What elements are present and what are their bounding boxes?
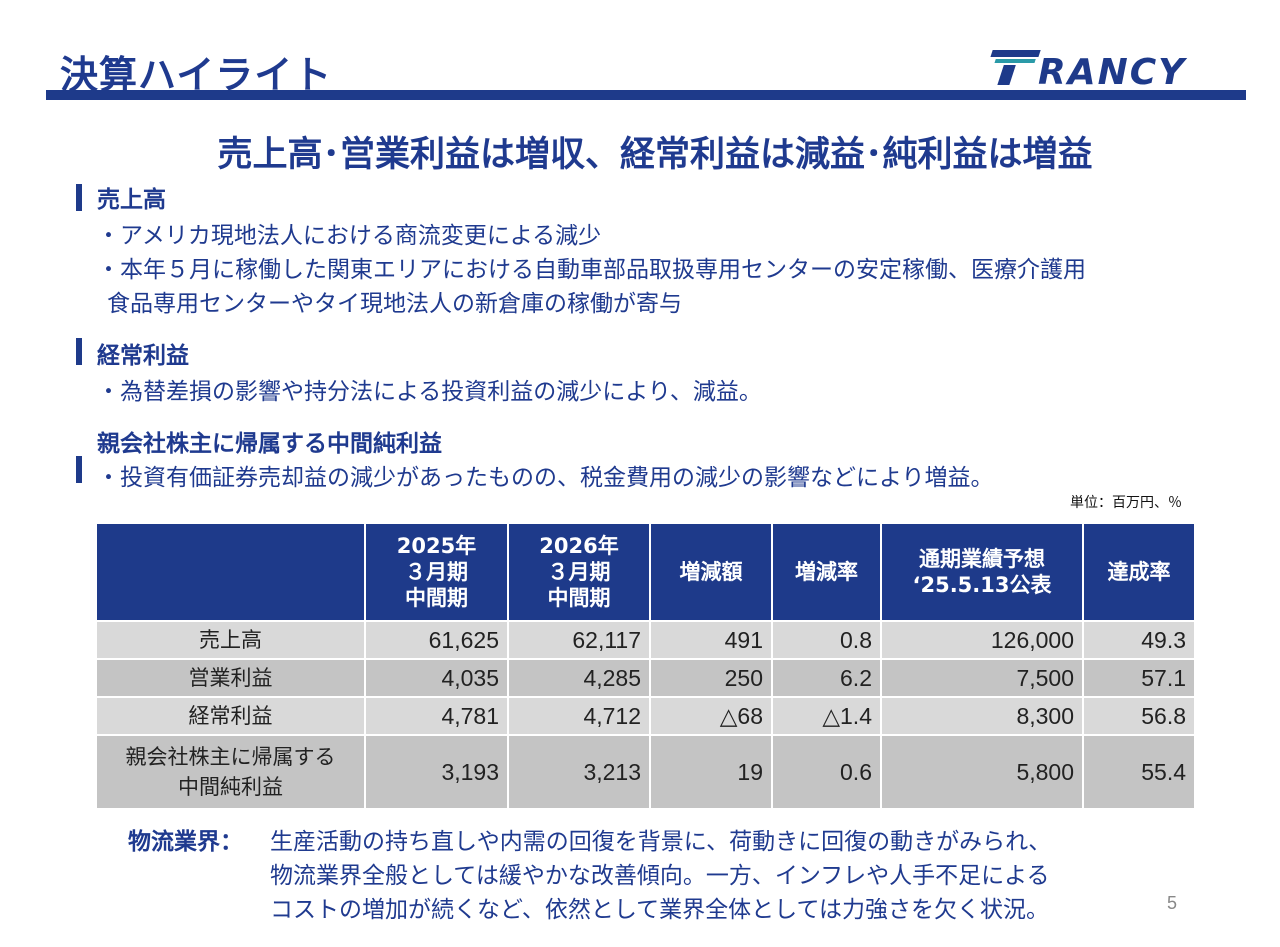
bullet-sales-1: ・アメリカ現地法人における商流変更による減少 bbox=[97, 223, 602, 249]
header-cell-achievement: 達成率 bbox=[1082, 522, 1196, 622]
company-logo: RANCY bbox=[990, 50, 1188, 88]
header-cell-fy2026: 2026年 ３月期 中間期 bbox=[507, 522, 651, 622]
table-cell: 49.3 bbox=[1082, 620, 1196, 660]
page-title: 決算ハイライト bbox=[60, 53, 333, 97]
footer-line: 物流業界全般としては緩やかな改善傾向。一方、インフレや人手不足による bbox=[270, 863, 1050, 889]
page-number: 5 bbox=[1167, 893, 1178, 913]
table-cell: 56.8 bbox=[1082, 696, 1196, 736]
table-row: 売上高 61,625 62,117 491 0.8 126,000 49.3 bbox=[95, 620, 1196, 660]
table-cell: 4,712 bbox=[507, 696, 651, 736]
table-cell: 491 bbox=[649, 620, 773, 660]
header-cell-change-amount: 増減額 bbox=[649, 522, 773, 622]
table-cell: 0.8 bbox=[771, 620, 882, 660]
section-marker bbox=[76, 184, 82, 211]
table-cell: 57.1 bbox=[1082, 658, 1196, 698]
header-cell-change-rate: 増減率 bbox=[771, 522, 882, 622]
table-cell: 4,781 bbox=[364, 696, 509, 736]
row-label: 経常利益 bbox=[95, 696, 366, 736]
footer-line: 生産活動の持ち直しや内需の回復を背景に、荷動きに回復の動きがみられ、 bbox=[270, 829, 1052, 855]
header-rule bbox=[46, 90, 1246, 100]
svg-text:RANCY: RANCY bbox=[1038, 52, 1188, 88]
table-cell: 6.2 bbox=[771, 658, 882, 698]
headline: 売上高･営業利益は増収、経常利益は減益･純利益は増益 bbox=[217, 135, 1093, 175]
section-title-sales: 売上高 bbox=[97, 187, 166, 213]
table-cell: 55.4 bbox=[1082, 734, 1196, 810]
bullet-sales-2: ・本年５月に稼働した関東エリアにおける自動車部品取扱専用センターの安定稼働、医療… bbox=[97, 257, 1086, 283]
footer-label: 物流業界： bbox=[128, 829, 243, 855]
table-cell: 62,117 bbox=[507, 620, 651, 660]
section-title-ordinary-profit: 経常利益 bbox=[97, 343, 189, 369]
unit-note: 単位：百万円、％ bbox=[1070, 495, 1182, 511]
row-label: 親会社株主に帰属する 中間純利益 bbox=[95, 734, 366, 810]
table-cell: 126,000 bbox=[880, 620, 1084, 660]
table-row: 経常利益 4,781 4,712 △68 △1.4 8,300 56.8 bbox=[95, 696, 1196, 736]
row-label: 営業利益 bbox=[95, 658, 366, 698]
table-cell: 61,625 bbox=[364, 620, 509, 660]
section-marker bbox=[76, 456, 82, 483]
table-cell: 7,500 bbox=[880, 658, 1084, 698]
table-cell: 19 bbox=[649, 734, 773, 810]
section-marker bbox=[76, 338, 82, 365]
table-cell: △68 bbox=[649, 696, 773, 736]
table-cell: 0.6 bbox=[771, 734, 882, 810]
header-cell-fy2025: 2025年 ３月期 中間期 bbox=[364, 522, 509, 622]
table-cell: 3,193 bbox=[364, 734, 509, 810]
row-label: 売上高 bbox=[95, 620, 366, 660]
footer-line: コストの増加が続くなど、依然として業界全体としては力強さを欠く状況。 bbox=[270, 897, 1050, 923]
table-row: 営業利益 4,035 4,285 250 6.2 7,500 57.1 bbox=[95, 658, 1196, 698]
table-cell: 8,300 bbox=[880, 696, 1084, 736]
table-row: 親会社株主に帰属する 中間純利益 3,193 3,213 19 0.6 5,800… bbox=[95, 734, 1196, 810]
table-cell: 3,213 bbox=[507, 734, 651, 810]
header-cell-forecast: 通期業績予想 ‘25.5.13公表 bbox=[880, 522, 1084, 622]
table-cell: △1.4 bbox=[771, 696, 882, 736]
table-cell: 4,035 bbox=[364, 658, 509, 698]
table-cell: 4,285 bbox=[507, 658, 651, 698]
header-cell-label bbox=[95, 522, 366, 622]
bullet-net-income-1: ・投資有価証券売却益の減少があったものの、税金費用の減少の影響などにより増益。 bbox=[97, 465, 994, 491]
table-cell: 5,800 bbox=[880, 734, 1084, 810]
table-cell: 250 bbox=[649, 658, 773, 698]
bullet-sales-3: 食品専用センターやタイ現地法人の新倉庫の稼働が寄与 bbox=[107, 291, 682, 317]
section-title-net-income: 親会社株主に帰属する中間純利益 bbox=[97, 431, 442, 457]
bullet-ordinary-profit-1: ・為替差損の影響や持分法による投資利益の減少により、減益。 bbox=[97, 379, 762, 405]
financial-table: 2025年 ３月期 中間期 2026年 ３月期 中間期 増減額 増減率 通期業績予想 ‘2… bbox=[95, 522, 1196, 810]
